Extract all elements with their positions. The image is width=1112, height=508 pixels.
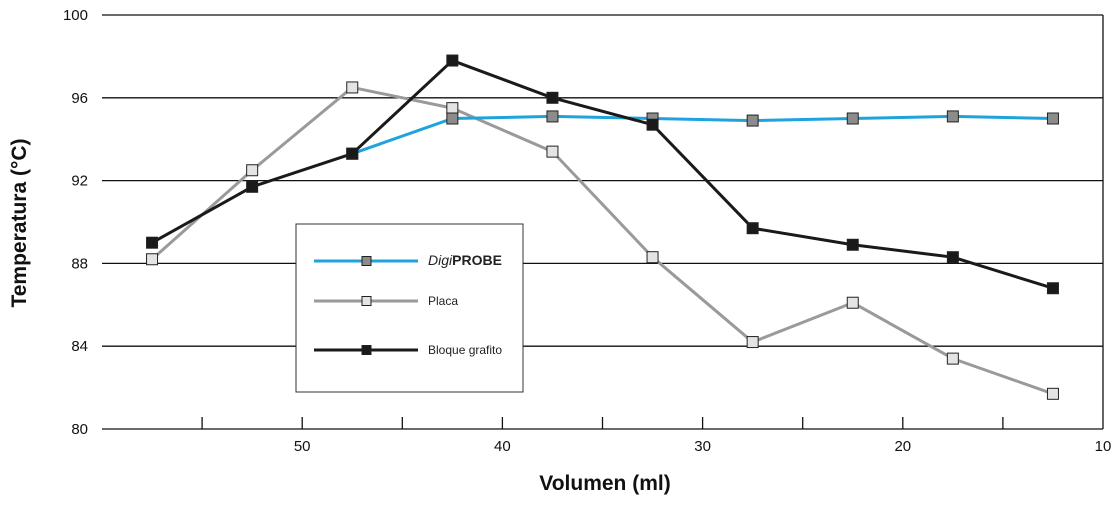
x-tick-label: 40 xyxy=(494,438,511,455)
axes-layer: 80 84 88 92 96 100 50 40 30 20 10 xyxy=(63,7,1111,455)
data-point xyxy=(546,110,559,123)
x-axis-title: Volumen (ml) xyxy=(539,472,670,495)
x-tick-label: 30 xyxy=(694,438,711,455)
data-point xyxy=(246,180,259,193)
data-point xyxy=(246,164,259,177)
data-point xyxy=(646,251,659,264)
legend-swatch-marker xyxy=(361,345,372,355)
data-point xyxy=(546,145,559,158)
y-tick-label: 100 xyxy=(63,7,88,24)
data-point xyxy=(446,112,459,125)
y-tick-label: 92 xyxy=(71,173,88,190)
series-1 xyxy=(146,81,1059,400)
data-point xyxy=(846,112,859,125)
series-line xyxy=(151,59,1054,290)
legend-label: Placa xyxy=(428,294,458,308)
data-point xyxy=(346,147,359,160)
y-tick-label: 80 xyxy=(71,421,88,438)
legend-swatch-marker xyxy=(361,296,372,306)
data-point xyxy=(346,81,359,94)
data-point xyxy=(446,54,459,67)
x-tick-label: 10 xyxy=(1095,438,1112,455)
data-point xyxy=(746,336,759,349)
series-0 xyxy=(346,110,1059,160)
series-layer xyxy=(146,54,1059,400)
data-point xyxy=(746,222,759,235)
data-point xyxy=(646,118,659,131)
y-axis-title: Temperatura (°C) xyxy=(8,138,31,307)
data-point xyxy=(1046,112,1059,125)
data-point xyxy=(946,110,959,123)
y-tick-label: 88 xyxy=(71,255,88,272)
series-line xyxy=(151,85,1054,396)
data-point xyxy=(846,238,859,251)
y-tick-label: 84 xyxy=(71,338,88,355)
legend-label: DigiPROBE xyxy=(428,252,502,268)
legend-swatch-marker xyxy=(361,256,372,266)
grid-layer xyxy=(102,14,1103,430)
series-line xyxy=(351,114,1053,156)
series-2 xyxy=(146,54,1059,295)
data-point xyxy=(446,102,459,115)
legend-label: Bloque grafito xyxy=(428,343,502,357)
data-point xyxy=(746,114,759,127)
data-point xyxy=(546,91,559,104)
data-point xyxy=(1046,282,1059,295)
data-point xyxy=(1046,387,1059,400)
data-point xyxy=(146,236,159,249)
data-point xyxy=(946,352,959,365)
x-tick-label: 20 xyxy=(894,438,911,455)
data-point xyxy=(946,251,959,264)
y-tick-label: 96 xyxy=(71,90,88,107)
data-point xyxy=(146,253,159,266)
legend: DigiPROBE Placa Bloque grafito xyxy=(295,223,524,393)
legend-box xyxy=(295,223,524,393)
x-tick-label: 50 xyxy=(294,438,311,455)
data-point xyxy=(846,296,859,309)
